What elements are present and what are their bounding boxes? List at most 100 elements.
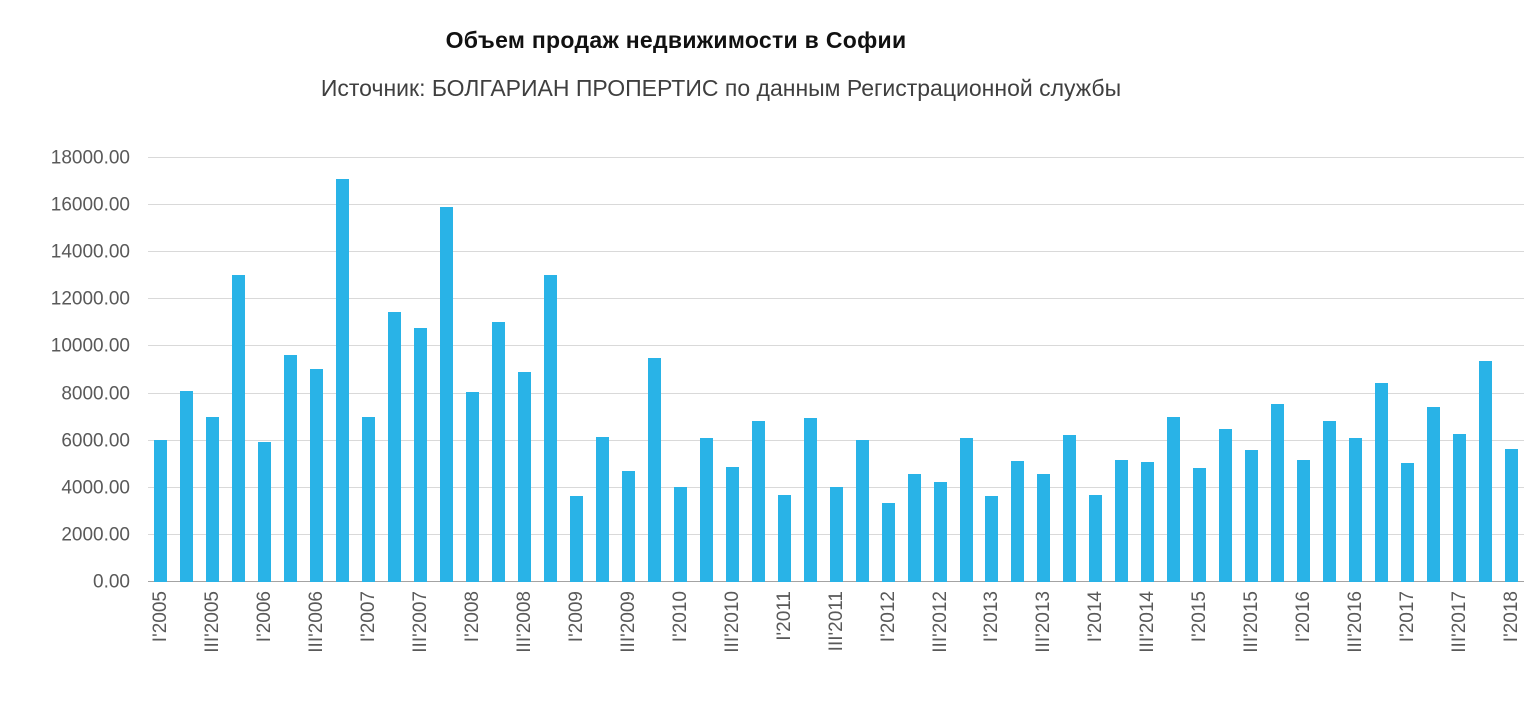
bar-slot [615,158,641,582]
bar-IV'2016 [1375,382,1389,582]
bar-IV'2008 [544,274,558,582]
x-tick-label: I'2011 [773,591,795,641]
x-label-slot [1161,582,1187,702]
bar-slot [1239,158,1265,582]
x-tick-label: I'2013 [981,591,1003,643]
x-label-slot: I'2015 [1187,582,1213,702]
bar-slot [589,158,615,582]
x-label-slot: I'2016 [1291,582,1317,702]
x-label-slot: I'2006 [252,582,278,702]
gridline [148,439,1524,441]
bar-slot [1446,158,1472,582]
bar-slot [512,158,538,582]
bar-slot [979,158,1005,582]
bar-slot [1187,158,1213,582]
x-label-slot: III'2016 [1343,582,1369,702]
bars-layer [148,158,1524,582]
x-label-slot [641,582,667,702]
bar-I'2008 [466,392,480,582]
bar-III'2013 [1037,473,1051,582]
bar-I'2013 [985,496,999,582]
bar-slot [382,158,408,582]
x-label-slot [434,582,460,702]
x-label-slot [538,582,564,702]
bar-I'2017 [1400,463,1414,582]
bar-IV'2010 [751,420,765,582]
y-tick-label: 6000.00 [61,430,130,452]
bar-II'2008 [492,321,506,582]
x-label-slot: III'2013 [1031,582,1057,702]
bar-slot [226,158,252,582]
bar-slot [1291,158,1317,582]
x-label-slot [1472,582,1498,702]
x-label-slot: I'2007 [356,582,382,702]
bar-slot [200,158,226,582]
gridline [148,392,1524,394]
bar-slot [408,158,434,582]
x-label-slot: III'2012 [927,582,953,702]
x-label-slot: I'2009 [564,582,590,702]
x-label-slot: III'2005 [200,582,226,702]
bar-slot [953,158,979,582]
bar-II'2005 [180,391,194,582]
bar-slot [1369,158,1395,582]
x-label-slot [1420,582,1446,702]
x-label-slot: III'2015 [1239,582,1265,702]
y-tick-label: 8000.00 [61,383,130,405]
x-label-slot: III'2010 [719,582,745,702]
bar-I'2018 [1504,448,1518,582]
bar-slot [927,158,953,582]
bar-slot [1395,158,1421,582]
bar-slot [330,158,356,582]
x-tick-label: I'2005 [150,591,172,643]
bar-II'2017 [1426,406,1440,582]
x-label-slot: I'2005 [148,582,174,702]
bar-slot [304,158,330,582]
chart-subtitle: Источник: БОЛГАРИАН ПРОПЕРТИС по данным … [320,75,1122,101]
x-axis-row: I'2005 III'2005 I'2006 III'2006 I'2007 III'20… [0,582,1540,702]
chart-title: Объем продаж недвижимости в Софии [445,27,907,53]
bar-slot [1472,158,1498,582]
bar-II'2011 [803,418,817,582]
x-label-slot [1005,582,1031,702]
y-tick-label: 18000.00 [50,147,130,169]
bar-slot [1317,158,1343,582]
x-label-slot [953,582,979,702]
bar-III'2008 [518,372,532,582]
bar-slot [719,158,745,582]
bar-slot [174,158,200,582]
x-tick-label: I'2017 [1396,591,1418,643]
x-tick-label: III'2016 [1345,591,1367,653]
gridline [148,157,1524,158]
bar-slot [356,158,382,582]
bar-IV'2005 [232,274,246,582]
x-label-slot [693,582,719,702]
bar-slot [460,158,486,582]
bar-slot [1213,158,1239,582]
gridline [148,298,1524,300]
x-tick-label: III'2014 [1137,591,1159,653]
x-tick-label: III'2017 [1448,591,1470,653]
x-tick-label: III'2005 [202,591,224,653]
bar-I'2007 [362,417,376,582]
x-tick-label: III'2012 [929,591,951,653]
bar-slot [1135,158,1161,582]
x-label-slot [901,582,927,702]
bar-slot [1498,158,1524,582]
x-label-slot [745,582,771,702]
x-label-slot: III'2014 [1135,582,1161,702]
x-tick-label: I'2014 [1085,591,1107,643]
bar-IV'2014 [1167,417,1181,582]
x-tick-label: I'2010 [669,591,691,643]
x-tick-label: I'2012 [877,591,899,643]
bar-III'2015 [1245,450,1259,582]
bar-slot [1420,158,1446,582]
x-tick-label: III'2008 [514,591,536,653]
x-label-slot [330,582,356,702]
bar-I'2014 [1089,494,1103,582]
bar-II'2010 [699,438,713,582]
bar-I'2015 [1193,467,1207,582]
bar-III'2016 [1349,438,1363,582]
x-label-slot: I'2017 [1395,582,1421,702]
x-tick-label: I'2015 [1189,591,1211,643]
